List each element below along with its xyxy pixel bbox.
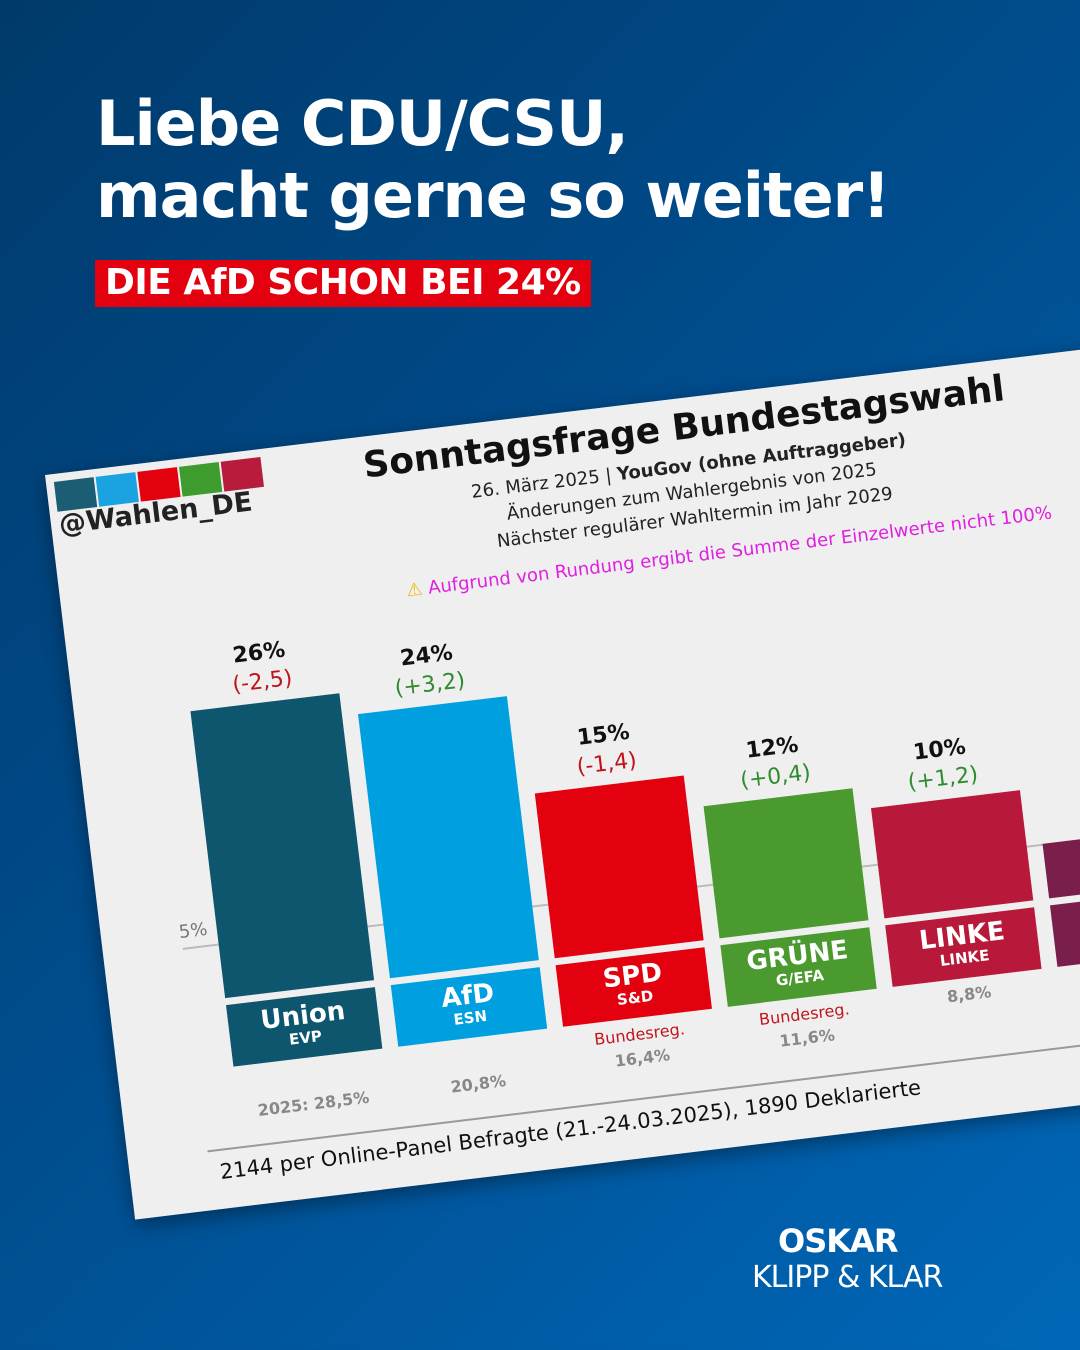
afd-badge: DIE AfD SCHON BEI 24%: [95, 260, 591, 307]
value-label: 5%: [1035, 764, 1080, 808]
party-label-afd: AfD ESN: [390, 967, 548, 1047]
bar-union: [190, 693, 375, 999]
bar-spd: [534, 774, 704, 959]
bar-grüne: [703, 788, 869, 939]
party-label-union: Union EVP: [225, 987, 383, 1067]
party-label-bsw: BSWNI: [1049, 887, 1080, 967]
warning-icon: ⚠: [405, 578, 424, 602]
brand-line-2: KLIPP & KLAR: [752, 1260, 943, 1295]
headline-line-1: Liebe CDU/CSU,: [96, 87, 629, 160]
bar-afd: [357, 695, 539, 979]
bar-bsw: [1042, 825, 1080, 899]
previous-result: 20,8%: [449, 1071, 507, 1097]
brand-line-1: OSKAR: [778, 1222, 898, 1260]
footer-note: 2144 per Online-Panel Befragte (21.-24.0…: [218, 1075, 923, 1184]
gridline-label: 5%: [177, 918, 209, 943]
previous-result: 2025: 28,5%: [256, 1087, 371, 1120]
headline-line-2: macht gerne so weiter!: [96, 159, 891, 232]
brand-logo: OSKAR KLIPP & KLAR: [752, 1222, 943, 1296]
party-name: BSW: [1051, 893, 1080, 939]
party-label-grüne: GRÜNE G/EFA: [720, 927, 877, 1007]
poll-card: @Wahlen_DE Sonntagsfrage Bundestagswahl …: [45, 340, 1080, 1220]
headline: Liebe CDU/CSU, macht gerne so weiter!: [96, 87, 891, 232]
bar-linke: [871, 790, 1034, 919]
party-label-linke: LINKE LINKE: [885, 907, 1042, 987]
party-label-spd: SPD S&D: [555, 947, 712, 1027]
